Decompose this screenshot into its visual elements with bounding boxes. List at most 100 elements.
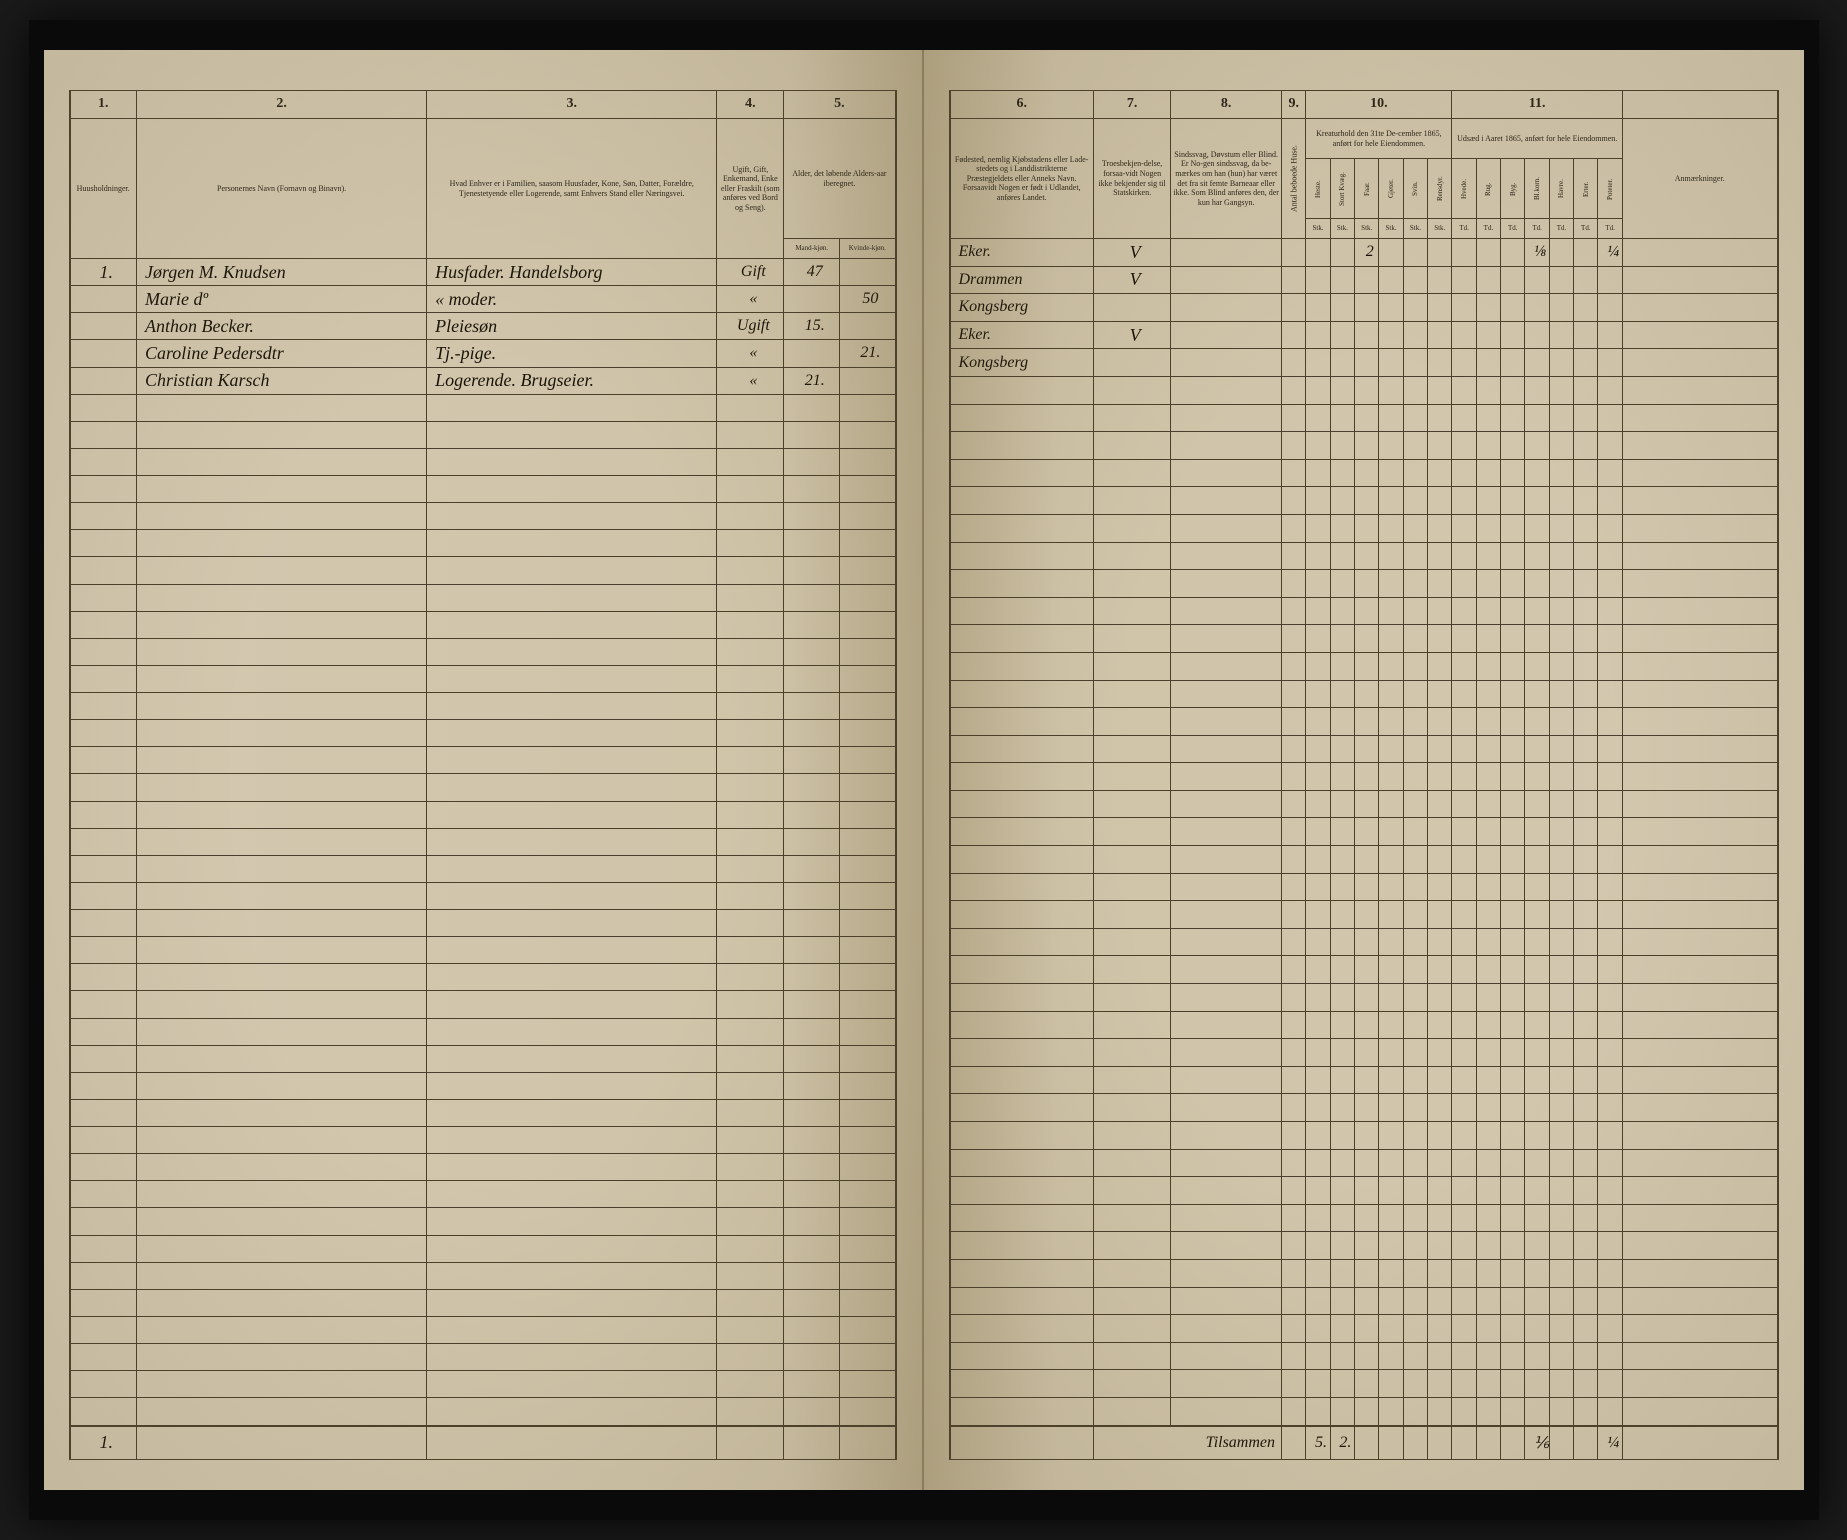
total-left-num: 1. <box>70 1426 137 1460</box>
cell-col11: ¼ <box>1598 239 1622 267</box>
table-row-empty <box>70 882 896 909</box>
col10-unit: Stk. <box>1403 219 1427 239</box>
cell-remarks <box>1622 266 1777 294</box>
col10-header: Kreaturhold den 31te De-cember 1865, anf… <box>1306 119 1452 159</box>
cell-col10 <box>1403 294 1427 322</box>
table-row-empty <box>70 910 896 937</box>
col9-num: 9. <box>1282 91 1306 119</box>
cell-marital: Gift <box>717 259 784 286</box>
total-col10: 5. <box>1306 1426 1330 1460</box>
total-col11 <box>1452 1426 1476 1460</box>
col3-header: Hvad Enhver er i Familien, saasom Huusfa… <box>427 119 717 259</box>
col3-num: 3. <box>427 91 717 119</box>
table-row-empty <box>950 1287 1778 1315</box>
table-row-empty <box>70 1045 896 1072</box>
cell-col11 <box>1598 349 1622 377</box>
col12-header: Anmærkninger. <box>1622 119 1777 239</box>
cell-col11 <box>1549 349 1573 377</box>
cell-birthplace: Kongsberg <box>950 349 1094 377</box>
cell-name: Caroline Pedersdtr <box>136 340 426 367</box>
table-row-empty <box>70 1181 896 1208</box>
cell-rel: Tj.-pige. <box>427 340 717 367</box>
table-row-empty <box>70 991 896 1018</box>
col10-sub: Svin. <box>1403 159 1427 219</box>
cell-birthplace: Eker. <box>950 239 1094 267</box>
table-row-empty <box>950 1232 1778 1260</box>
table-row-empty <box>70 1235 896 1262</box>
cell-col11 <box>1452 266 1476 294</box>
table-row: Caroline Pedersdtr Tj.-pige. « 21. <box>70 340 896 367</box>
table-row-empty <box>70 476 896 503</box>
table-row-empty <box>70 1289 896 1316</box>
cell-col11 <box>1598 266 1622 294</box>
cell-col10 <box>1355 294 1379 322</box>
table-row: Eker. V <box>950 321 1778 349</box>
table-row-empty <box>70 1018 896 1045</box>
total-col11 <box>1549 1426 1573 1460</box>
cell-marital: « <box>717 340 784 367</box>
cell-num <box>70 340 137 367</box>
col11-sub: Byg. <box>1501 159 1525 219</box>
table-row-empty <box>950 790 1778 818</box>
cell-col10 <box>1330 294 1354 322</box>
col11-sub: Erter. <box>1574 159 1598 219</box>
col11-unit: Td. <box>1476 219 1500 239</box>
col4-header: Ugift, Gift, Enkemand, Enke eller Fraski… <box>717 119 784 259</box>
table-row-empty <box>950 1370 1778 1398</box>
table-row-empty <box>950 487 1778 515</box>
table-row-empty <box>950 1397 1778 1425</box>
cell-age-m: 47 <box>784 259 840 286</box>
table-row-empty <box>70 1072 896 1099</box>
cell-col10 <box>1428 321 1452 349</box>
cell-col10 <box>1403 321 1427 349</box>
table-row-empty <box>950 1342 1778 1370</box>
cell-rel: Pleiesøn <box>427 313 717 340</box>
cell-col11 <box>1476 239 1500 267</box>
cell-age-m <box>784 286 840 313</box>
cell-col11: ⅛ <box>1525 239 1549 267</box>
cell-col8 <box>1171 321 1282 349</box>
cell-col9 <box>1282 266 1306 294</box>
col10-unit: Stk. <box>1330 219 1354 239</box>
table-row-empty <box>70 693 896 720</box>
cell-col11 <box>1525 321 1549 349</box>
cell-name: Anthon Becker. <box>136 313 426 340</box>
table-row-empty <box>70 1127 896 1154</box>
cell-age-f: 21. <box>840 340 896 367</box>
table-row: Drammen V <box>950 266 1778 294</box>
cell-name: Christian Karsch <box>136 367 426 394</box>
table-row-empty <box>950 1177 1778 1205</box>
cell-col10 <box>1379 266 1403 294</box>
total-col11 <box>1574 1426 1598 1460</box>
cell-col11 <box>1452 239 1476 267</box>
cell-col10: 2 <box>1355 239 1379 267</box>
cell-remarks <box>1622 294 1777 322</box>
cell-col11 <box>1501 239 1525 267</box>
cell-age-f: 50 <box>840 286 896 313</box>
col10-unit: Stk. <box>1355 219 1379 239</box>
cell-col11 <box>1452 294 1476 322</box>
table-row-empty <box>70 1398 896 1426</box>
cell-col10 <box>1379 349 1403 377</box>
col11-num: 11. <box>1452 91 1622 119</box>
col11-header: Udsæd i Aaret 1865, anført for hele Eien… <box>1452 119 1622 159</box>
left-page: 1. 2. 3. 4. 5. Huusholdninger. Personern… <box>44 50 924 1490</box>
cell-col11 <box>1452 349 1476 377</box>
left-table: 1. 2. 3. 4. 5. Huusholdninger. Personern… <box>69 90 897 1460</box>
table-row-empty <box>70 1099 896 1126</box>
table-row-empty <box>70 1262 896 1289</box>
col11-unit: Td. <box>1525 219 1549 239</box>
col2-header: Personernes Navn (Fornavn og Binavn). <box>136 119 426 259</box>
cell-col10 <box>1306 294 1330 322</box>
table-row-empty <box>950 652 1778 680</box>
col5-header: Alder, det løbende Alders-aar iberegnet. <box>784 119 896 239</box>
table-row-empty <box>70 1344 896 1371</box>
cell-marital: « <box>717 286 784 313</box>
table-row-empty <box>950 1039 1778 1067</box>
cell-faith: V <box>1093 266 1170 294</box>
col10-sub: Gjeter. <box>1379 159 1403 219</box>
cell-col10 <box>1355 266 1379 294</box>
cell-col10 <box>1330 321 1354 349</box>
table-row-empty <box>950 708 1778 736</box>
total-col11: ⅙ <box>1525 1426 1549 1460</box>
